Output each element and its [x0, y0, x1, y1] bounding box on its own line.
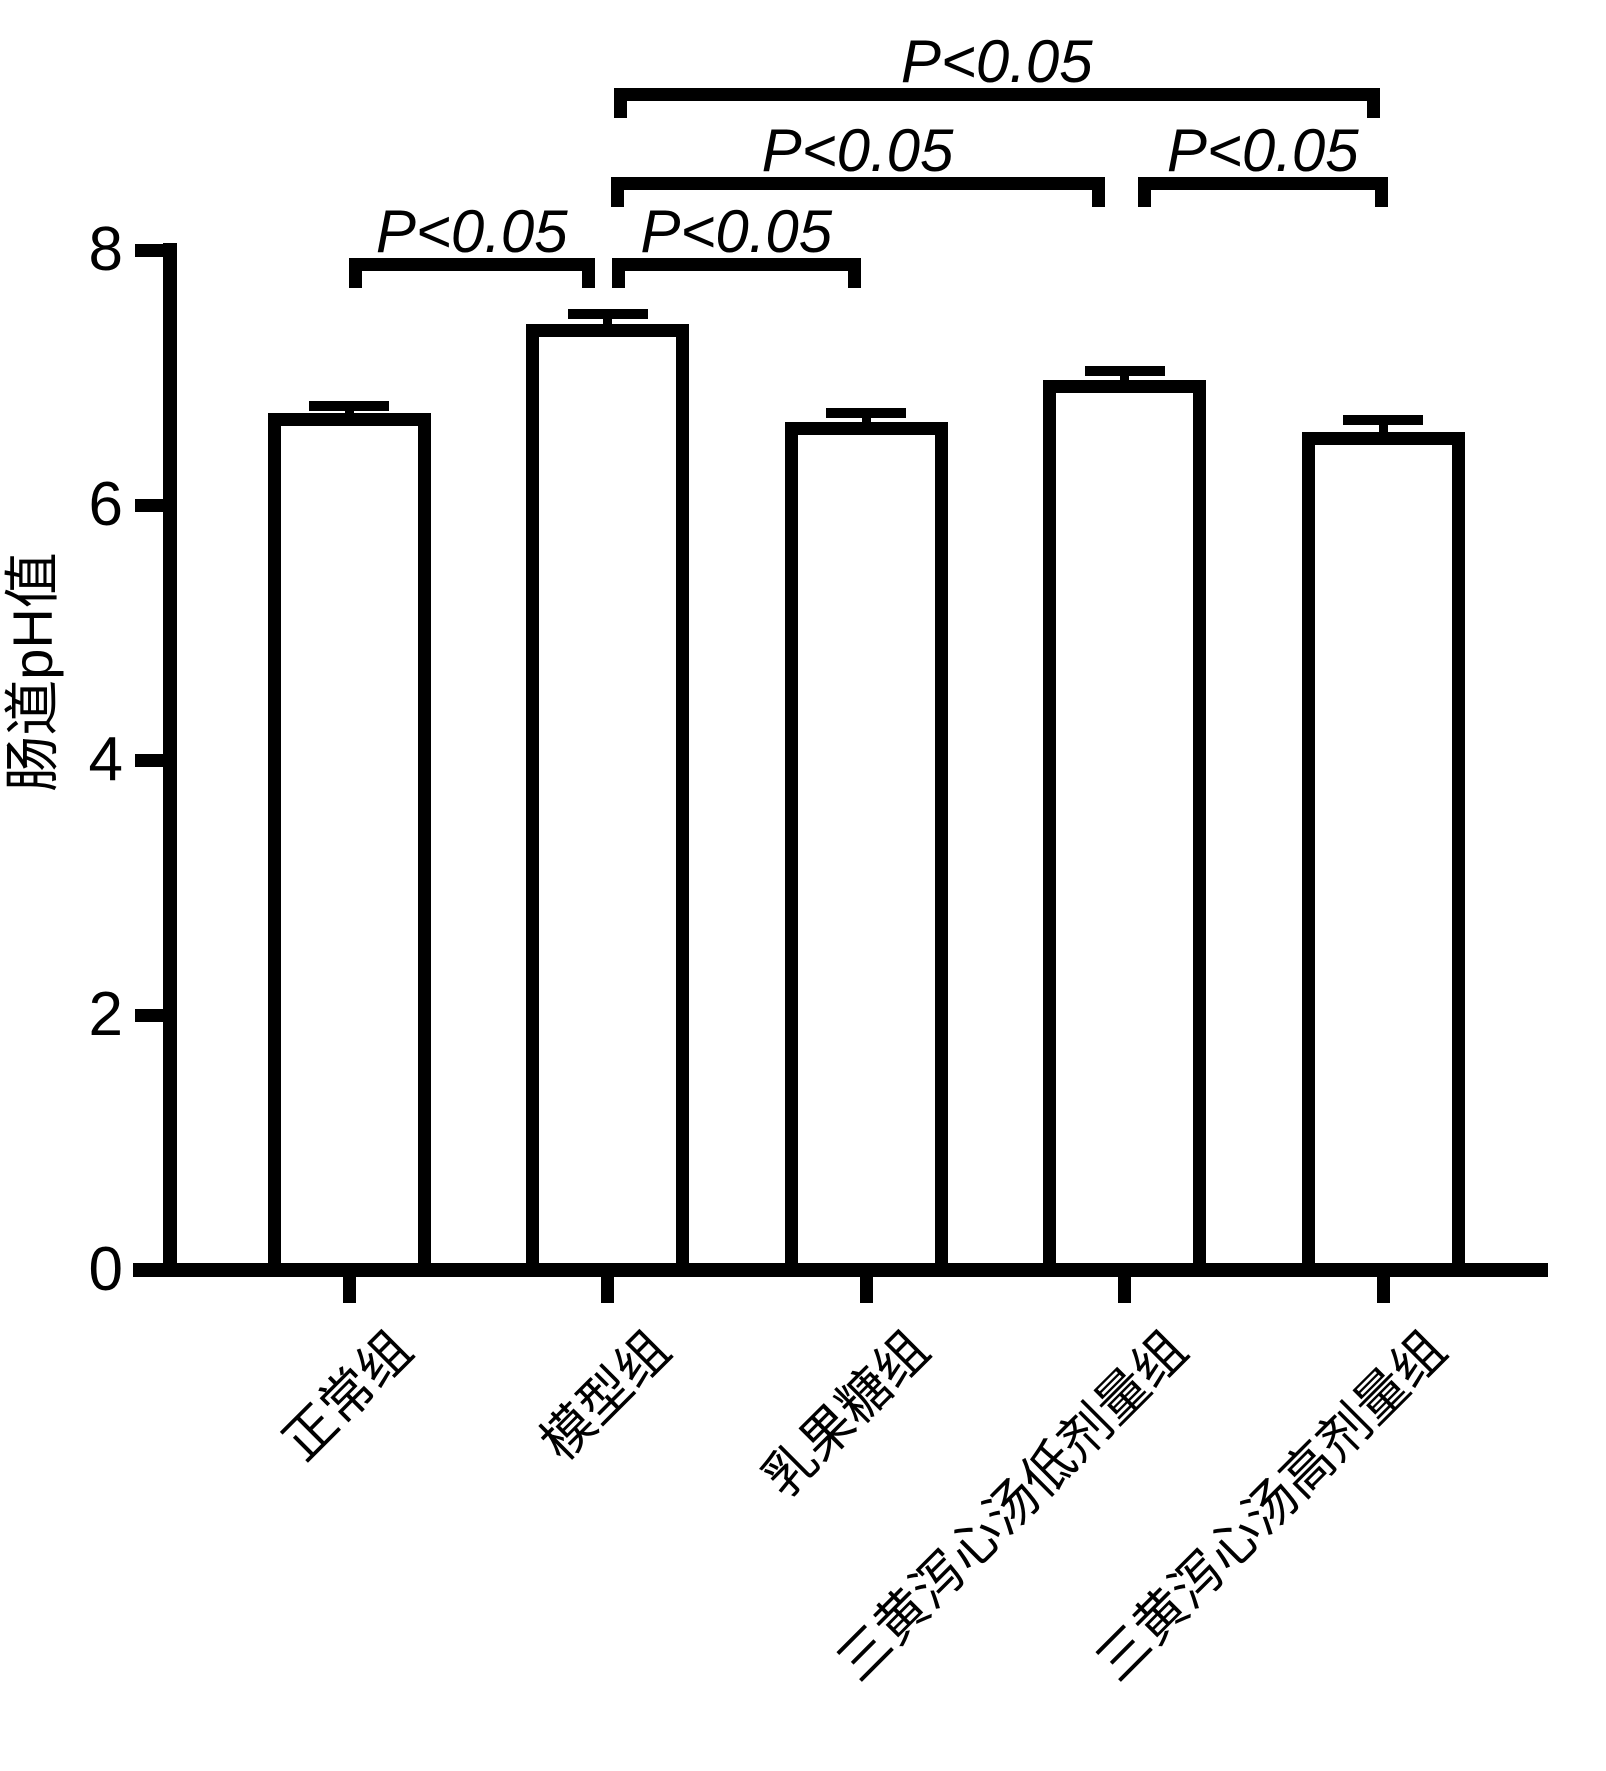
significance-bracket [613, 88, 1380, 118]
x-axis-tick [342, 1270, 356, 1303]
error-bar-stem [603, 313, 612, 328]
error-bar-cap [1084, 366, 1165, 377]
x-tick-label: 乳果糖组 [752, 1320, 941, 1509]
error-bar-cap [309, 400, 389, 411]
significance-bracket [610, 177, 1105, 207]
y-axis-line [163, 243, 177, 1277]
bar [267, 413, 431, 1270]
error-bar-cap [567, 308, 648, 319]
error-bar-stem [344, 405, 354, 418]
bar [784, 422, 948, 1270]
y-tick-label: 8 [88, 215, 123, 284]
bar [1043, 380, 1206, 1270]
x-axis-line [133, 1263, 1548, 1277]
significance-bracket [349, 258, 595, 288]
significance-bracket [1137, 177, 1388, 207]
x-tick-label: 模型组 [530, 1320, 683, 1472]
error-bar-stem [1378, 419, 1388, 437]
y-axis-tick [135, 753, 170, 767]
y-tick-label: 4 [88, 725, 123, 794]
error-bar-cap [1343, 414, 1423, 425]
bar [1301, 432, 1465, 1270]
x-axis-tick [859, 1270, 873, 1303]
error-bar-stem [1120, 371, 1129, 385]
error-bar-stem [861, 413, 871, 427]
significance-label: P<0.05 [375, 198, 568, 265]
significance-bracket [611, 258, 861, 288]
y-axis-tick [135, 1008, 170, 1022]
x-axis-tick [601, 1270, 614, 1303]
y-tick-label: 6 [88, 470, 123, 539]
y-tick-label: 0 [88, 1235, 123, 1304]
significance-label: P<0.05 [1166, 117, 1359, 184]
y-axis-tick [135, 498, 170, 512]
y-tick-label: 2 [88, 980, 123, 1049]
significance-label: P<0.05 [761, 117, 954, 184]
significance-label: P<0.05 [640, 198, 833, 265]
bar [526, 323, 689, 1270]
significance-label: P<0.05 [900, 28, 1093, 95]
x-axis-tick [1118, 1270, 1131, 1303]
x-axis-tick [1376, 1270, 1390, 1303]
x-tick-label: 正常组 [272, 1320, 424, 1472]
y-axis-tick [135, 243, 170, 257]
error-bar-cap [826, 408, 906, 419]
